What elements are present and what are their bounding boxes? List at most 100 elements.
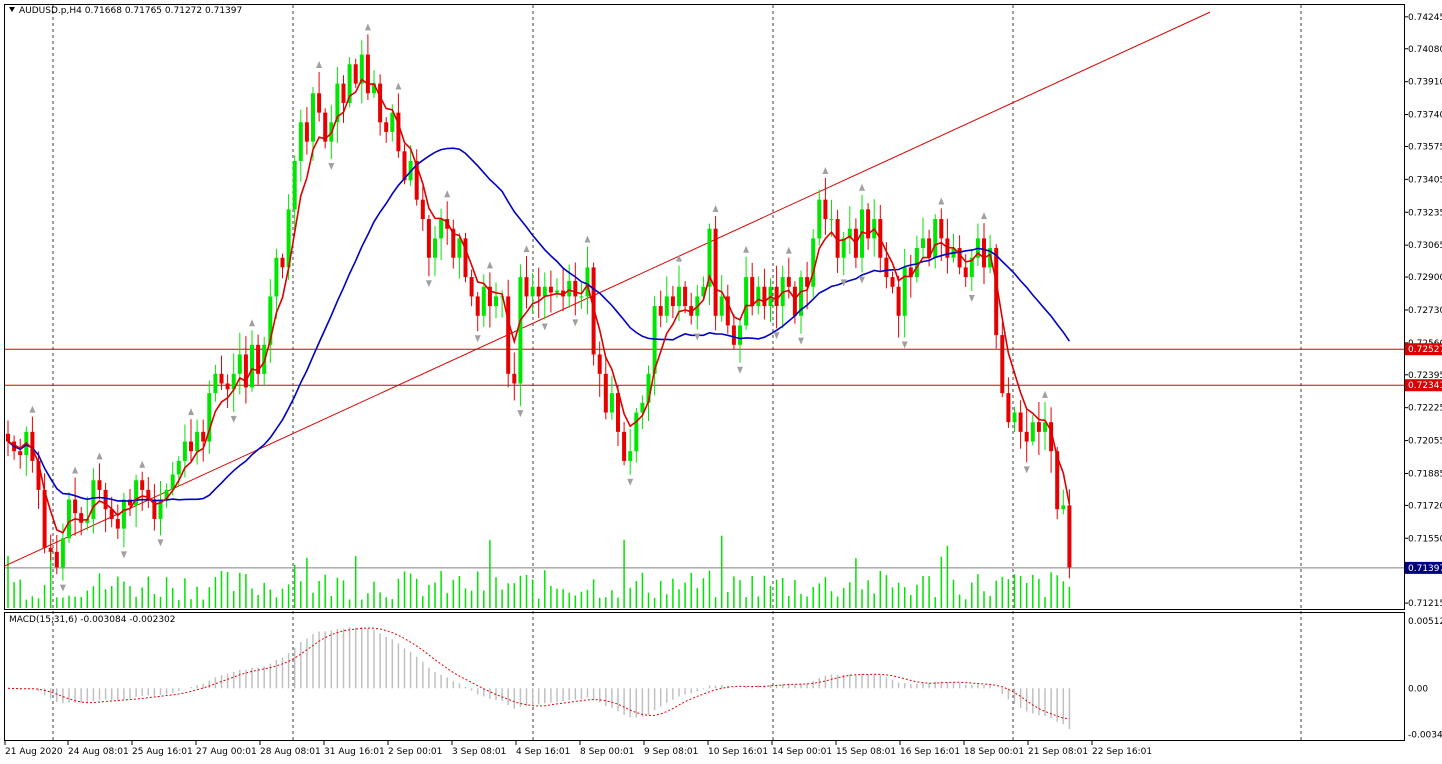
open-value: 0.71668: [84, 6, 122, 16]
bear-candle: [683, 286, 688, 307]
high-value: 0.71765: [124, 6, 163, 16]
fractal-up-icon: [72, 466, 79, 474]
time-tick-label: 21 Sep 08:01: [1028, 747, 1088, 757]
bear-candle: [426, 219, 431, 258]
fractal-up-icon: [743, 245, 750, 253]
fractal-down-icon: [1023, 466, 1030, 474]
time-tick-label: 24 Aug 08:01: [68, 747, 129, 757]
bear-candle: [420, 199, 425, 220]
bull-candle: [390, 112, 395, 132]
time-tick-label: 16 Sep 16:01: [900, 747, 960, 757]
bear-candle: [616, 393, 620, 432]
dropdown-arrow-icon[interactable]: [9, 7, 15, 12]
bear-candle: [54, 551, 59, 568]
time-tick-label: 2 Sep 00:01: [388, 747, 442, 757]
price-tick-label: 0.74080: [1408, 45, 1442, 55]
bull-candle: [433, 238, 437, 258]
price-tag: [1405, 343, 1442, 356]
bear-candle: [225, 383, 230, 390]
bull-candle: [652, 306, 657, 374]
bull-candle: [744, 277, 749, 326]
bull-candle: [902, 267, 907, 316]
bear-candle: [939, 219, 944, 239]
price-axis: 0.74245 0.74080 0.73910 0.73740 0.73575 0.734…: [1404, 13, 1442, 609]
bear-candle: [957, 248, 962, 268]
macd-name: MACD(15,31,6): [9, 615, 78, 625]
fractal-up-icon: [316, 61, 323, 69]
fractal-up-icon: [29, 405, 36, 413]
bull-candle: [756, 286, 761, 307]
bear-candle: [774, 286, 779, 307]
bear-candle: [42, 489, 47, 548]
bear-candle: [36, 460, 41, 490]
bear-candle: [79, 513, 84, 523]
bear-candle: [982, 238, 986, 268]
bear-candle: [384, 122, 389, 132]
time-tick-label: 14 Sep 00:01: [772, 747, 832, 757]
low-value: 0.71272: [164, 6, 203, 16]
fractal-down-icon: [230, 415, 237, 423]
bear-candle: [6, 433, 10, 442]
bull-candle: [481, 286, 486, 316]
price-tick-label: 0.72055: [1408, 437, 1442, 447]
fractal-down-icon: [968, 295, 975, 303]
vertical-grid: [52, 5, 1302, 740]
bear-candle: [402, 151, 407, 181]
fractal-up-icon: [364, 23, 371, 31]
bull-candle: [268, 296, 273, 345]
price-tick-label: 0.72225: [1408, 404, 1442, 414]
volume-bars: [7, 535, 1071, 608]
bear-candle: [823, 199, 828, 220]
macd-tick-label: 0.00512: [1408, 617, 1442, 627]
bull-candle: [250, 344, 254, 388]
fractal-down-icon: [840, 279, 847, 287]
price-tag-label: 0.72341: [1408, 381, 1442, 391]
fractal-down-icon: [737, 366, 743, 374]
fast-ma-line: [7, 78, 1071, 534]
bear-candle: [866, 209, 871, 239]
bull-candle: [286, 209, 291, 268]
bear-candle: [561, 290, 566, 297]
macd-signal-line: [7, 627, 1070, 720]
bull-candle: [134, 480, 139, 506]
time-tick-label: 31 Aug 16:01: [324, 747, 385, 757]
bull-candle: [841, 238, 846, 258]
bull-candle: [567, 280, 572, 297]
bull-candle: [914, 248, 919, 278]
fractal-up-icon: [96, 452, 103, 460]
bull-candle: [829, 219, 834, 221]
bull-candle: [1043, 422, 1047, 432]
bull-candle: [85, 518, 90, 523]
moving-averages: [7, 78, 1071, 534]
price-tick-label: 0.73065: [1408, 241, 1442, 251]
time-tick-label: 25 Aug 16:01: [132, 747, 193, 757]
bull-candle: [457, 238, 462, 258]
bull-candle: [799, 277, 803, 316]
fractal-down-icon: [773, 332, 780, 340]
chart-header[interactable]: AUDUSD.p,H4 0.71668 0.71765 0.71272 0.71…: [9, 6, 242, 16]
time-tick-label: 10 Sep 16:01: [708, 747, 768, 757]
price-tag: [1405, 379, 1442, 392]
bear-candle: [152, 499, 157, 519]
bear-candle: [622, 431, 627, 461]
price-tick-label: 0.72395: [1408, 371, 1442, 381]
bear-candle: [1036, 422, 1041, 432]
bear-candle: [365, 54, 370, 94]
bear-candle: [603, 373, 608, 413]
trendline: [3, 11, 1211, 567]
bull-candle: [170, 474, 175, 490]
bull-candle: [933, 219, 938, 258]
bear-candle: [1067, 505, 1072, 568]
bear-candle: [731, 325, 736, 345]
price-tick-label: 0.71720: [1408, 501, 1442, 511]
bull-candle: [195, 431, 200, 452]
price-tick-label: 0.73910: [1408, 78, 1442, 88]
bear-candle: [109, 509, 114, 519]
fractal-down-icon: [859, 276, 865, 284]
price-tick-label: 0.71885: [1408, 469, 1442, 479]
fractal-down-icon: [120, 551, 127, 559]
price-tick-label: 0.73575: [1408, 142, 1442, 152]
time-tick-label: 21 Aug 2020: [5, 747, 63, 757]
bull-candle: [311, 93, 315, 142]
